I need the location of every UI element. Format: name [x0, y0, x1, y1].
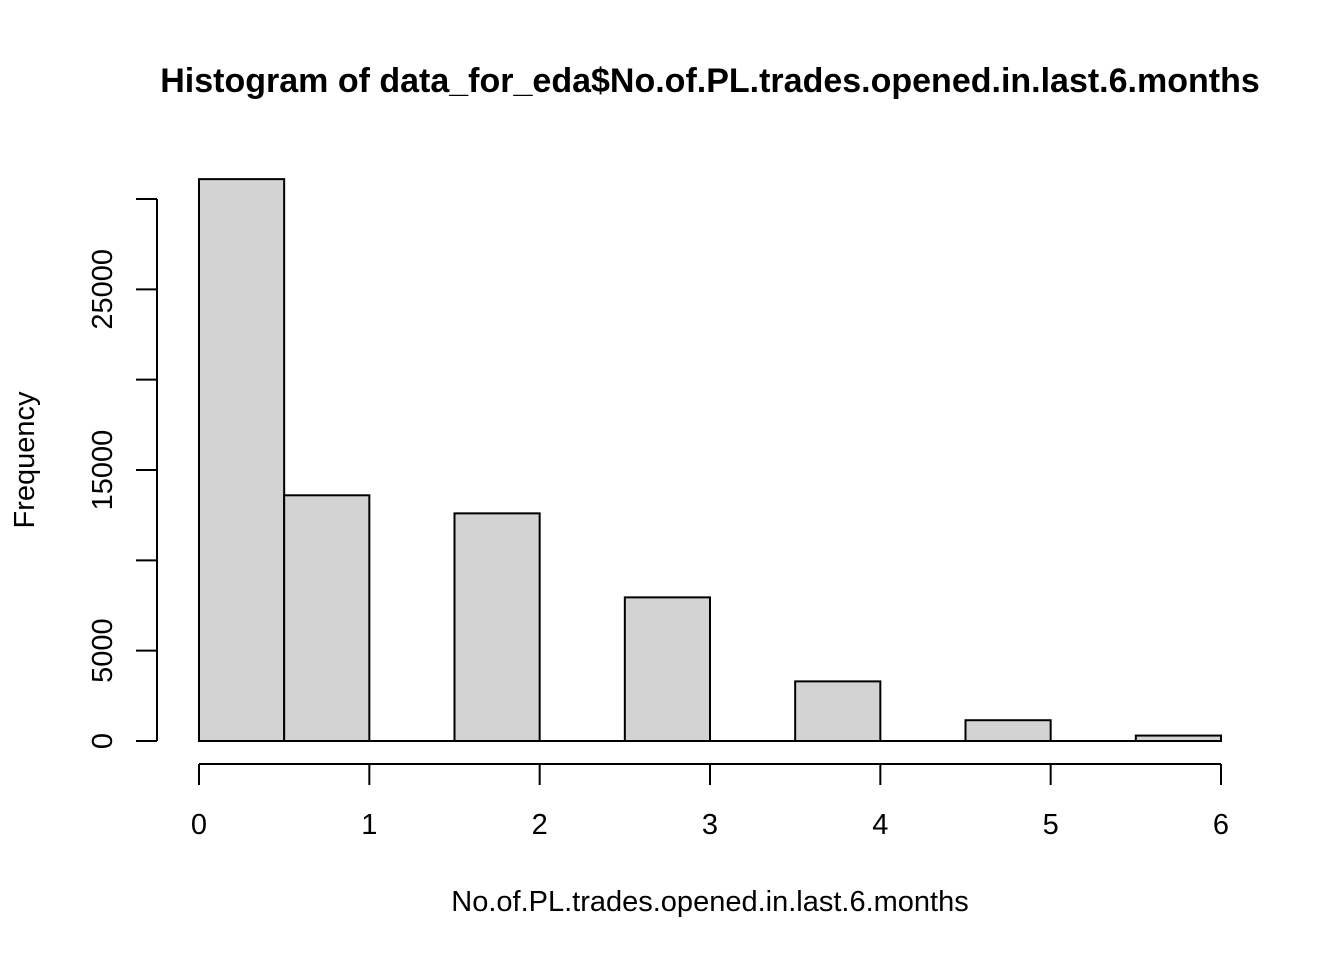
- x-tick-label: 2: [532, 809, 548, 841]
- x-tick-label: 3: [702, 809, 718, 841]
- y-axis: 0 5000 15000 25000: [87, 198, 158, 749]
- x-tick-label: 0: [191, 809, 207, 841]
- x-axis: 0 1 2 3 4 5 6: [191, 763, 1229, 841]
- histogram-bar: [1134, 734, 1223, 743]
- y-tick-label: 15000: [87, 430, 119, 511]
- histogram-bar: [198, 178, 286, 743]
- histogram-bar: [794, 680, 882, 743]
- x-tick-label: 6: [1213, 809, 1229, 841]
- histogram-bar: [623, 596, 711, 742]
- y-tick-label: 0: [87, 733, 119, 749]
- x-tick-label: 4: [872, 809, 888, 841]
- histogram-bar: [453, 512, 541, 742]
- chart-title: Histogram of data_for_eda$No.of.PL.trade…: [160, 62, 1260, 100]
- y-tick-label: 5000: [87, 618, 119, 683]
- histogram-bar: [964, 719, 1052, 742]
- x-axis-label: No.of.PL.trades.opened.in.last.6.months: [451, 886, 968, 918]
- y-tick-label: 25000: [87, 249, 119, 330]
- x-tick-label: 1: [361, 809, 377, 841]
- y-axis-label: Frequency: [9, 391, 41, 529]
- x-tick-label: 5: [1043, 809, 1059, 841]
- histogram-bar: [283, 494, 371, 742]
- bars-group: [198, 178, 1223, 743]
